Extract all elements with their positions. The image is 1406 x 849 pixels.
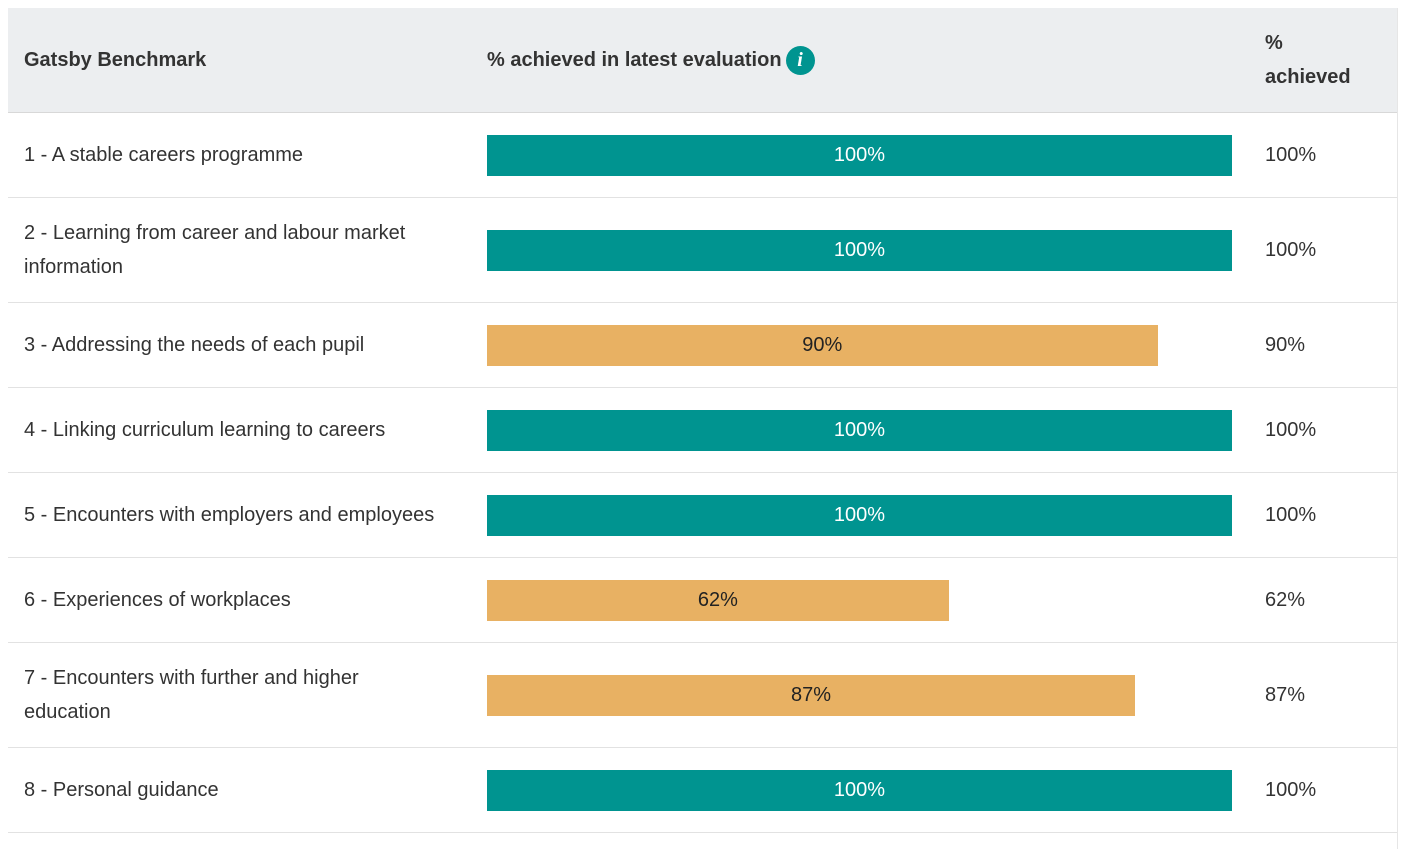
header-text: % achieved in latest evaluation — [487, 48, 782, 71]
bar-track: 87% — [487, 674, 1232, 716]
benchmark-name: 7 - Encounters with further and higher e… — [24, 667, 359, 723]
bar-cell: 100% — [487, 134, 1265, 176]
percent-cell: 100% — [1265, 239, 1317, 261]
bar-track: 100% — [487, 409, 1232, 451]
percent-cell: 90% — [1265, 334, 1306, 356]
benchmark-name: 6 - Experiences of workplaces — [24, 589, 291, 611]
bar: 100% — [487, 134, 1232, 176]
header-row: Gatsby Benchmark % achieved in latest ev… — [8, 8, 1397, 113]
percent-cell: 100% — [1265, 779, 1317, 801]
benchmark-name: 2 - Learning from career and labour mark… — [24, 222, 406, 278]
percent-cell: 87% — [1265, 684, 1306, 706]
header-cell: % achieved in latest evaluation i — [487, 45, 1265, 75]
percent-cell: 100% — [1265, 419, 1317, 441]
bar: 100% — [487, 229, 1232, 271]
benchmark-table: Gatsby Benchmark % achieved in latest ev… — [8, 8, 1398, 849]
bar-label: 100% — [833, 778, 886, 801]
header-cell: % achieved — [1265, 32, 1351, 88]
benchmark-row: 7 - Encounters with further and higher e… — [8, 643, 1397, 748]
benchmark-row: 1 - A stable careers programme 100% 100% — [8, 113, 1397, 198]
bar-track: 100% — [487, 494, 1232, 536]
benchmark-row: 8 - Personal guidance 100% 100% — [8, 748, 1397, 833]
bar: 100% — [487, 494, 1232, 536]
info-icon[interactable]: i — [785, 45, 815, 75]
percent-cell: 100% — [1265, 144, 1317, 166]
bar-track: 90% — [487, 324, 1232, 366]
benchmark-row: 3 - Addressing the needs of each pupil 90… — [8, 303, 1397, 388]
benchmark-row: 2 - Learning from career and labour mark… — [8, 198, 1397, 303]
bar-track: 62% — [487, 579, 1232, 621]
benchmark-name: 5 - Encounters with employers and employ… — [24, 504, 435, 526]
bar: 87% — [487, 674, 1136, 716]
header-cell: Gatsby Benchmark — [24, 49, 207, 71]
percent-cell: 100% — [1265, 504, 1317, 526]
bar-cell: 100% — [487, 409, 1265, 451]
bar-track: 100% — [487, 229, 1232, 271]
bar-track: 100% — [487, 134, 1232, 176]
benchmark-row: 4 - Linking curriculum learning to caree… — [8, 388, 1397, 473]
benchmark-name: 4 - Linking curriculum learning to caree… — [24, 419, 386, 441]
bar-label: 90% — [802, 333, 843, 356]
bar: 100% — [487, 409, 1232, 451]
bar: 62% — [487, 579, 949, 621]
percent-cell: 62% — [1265, 589, 1306, 611]
benchmark-row: 5 - Encounters with employers and employ… — [8, 473, 1397, 558]
bar: 100% — [487, 769, 1232, 811]
bar-label: 87% — [791, 683, 832, 706]
bar-cell: 90% — [487, 324, 1265, 366]
benchmark-name: 3 - Addressing the needs of each pupil — [24, 334, 365, 356]
benchmark-name: 1 - A stable careers programme — [24, 144, 304, 166]
bar-cell: 100% — [487, 229, 1265, 271]
bar-cell: 87% — [487, 674, 1265, 716]
bar-label: 62% — [697, 588, 738, 611]
bar-label: 100% — [833, 143, 886, 166]
bar-cell: 100% — [487, 769, 1265, 811]
bar-label: 100% — [833, 238, 886, 261]
bar-label: 100% — [833, 503, 886, 526]
bar-label: 100% — [833, 418, 886, 441]
bar-cell: 62% — [487, 579, 1265, 621]
benchmark-name: 8 - Personal guidance — [24, 779, 219, 801]
benchmark-row: 6 - Experiences of workplaces 62% 62% — [8, 558, 1397, 643]
bar-track: 100% — [487, 769, 1232, 811]
bar-cell: 100% — [487, 494, 1265, 536]
bar: 90% — [487, 324, 1158, 366]
